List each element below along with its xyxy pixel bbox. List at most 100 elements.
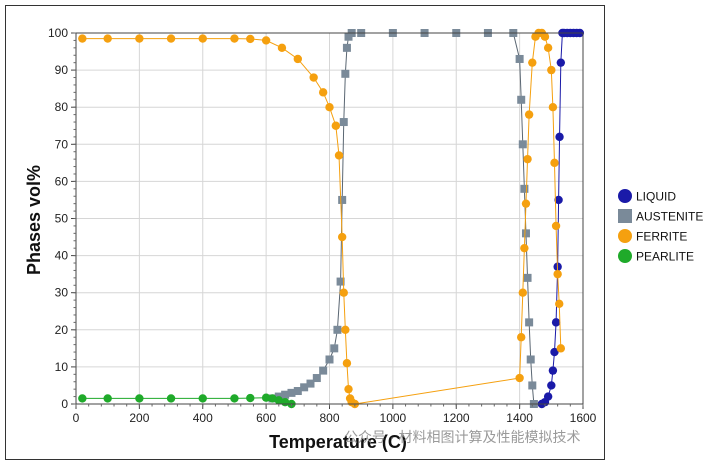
- chart-frame: 0 200 400 600 800 1000 1200 1400 1600 0 10 20 30 40 50…: [5, 5, 605, 460]
- gridlines: [76, 33, 583, 404]
- y-tick-label: 40: [55, 249, 69, 263]
- ferrite-point: [553, 269, 562, 279]
- austenite-point: [306, 379, 315, 388]
- liquid-point: [548, 366, 558, 375]
- y-tick-label: 0: [61, 397, 68, 411]
- legend-marker-pearlite: [618, 249, 632, 263]
- liquid-point: [555, 132, 564, 142]
- pearlite-point: [135, 394, 144, 403]
- ferrite-point: [551, 221, 561, 231]
- austenite-point: [325, 355, 334, 364]
- axes: 0 200 400 600 800 1000 1200 1400 1600 0 10 20 30 40 50…: [48, 26, 597, 425]
- ferrite-point: [518, 288, 527, 297]
- x-tick-label: 200: [129, 411, 149, 425]
- ferrite-point: [524, 110, 534, 119]
- x-tick-label: 1400: [506, 411, 533, 425]
- pearlite-point: [261, 393, 271, 402]
- chart-svg: 0 200 400 600 800 1000 1200 1400 1600 0 10 20 30 40 50…: [24, 26, 597, 452]
- legend-label-ferrite: FERRITE: [636, 230, 687, 244]
- ferrite-point: [543, 43, 553, 53]
- ferrite-point: [309, 73, 318, 82]
- austenite-point: [338, 195, 347, 204]
- x-tick-label: 800: [319, 411, 339, 425]
- legend-marker-austenite: [618, 209, 632, 223]
- y-tick-label: 60: [55, 174, 69, 188]
- ferrite-point: [135, 34, 144, 43]
- austenite-point: [521, 229, 530, 238]
- ferrite-point: [339, 288, 348, 297]
- liquid-point: [551, 318, 561, 327]
- x-tick-label: 0: [73, 411, 80, 425]
- plot-series: [78, 28, 585, 409]
- ferrite-point: [261, 36, 271, 45]
- ferrite-point: [344, 384, 353, 394]
- x-tick-label: 400: [193, 411, 213, 425]
- ferrite-point: [517, 333, 526, 342]
- y-tick-label: 30: [55, 286, 69, 300]
- y-tick-label: 20: [55, 323, 69, 337]
- legend-label-pearlite: PEARLITE: [636, 250, 694, 264]
- austenite-point: [287, 388, 296, 397]
- austenite-point: [336, 277, 345, 286]
- y-tick-label: 100: [48, 26, 68, 40]
- liquid-point: [550, 347, 559, 357]
- austenite-point: [341, 69, 350, 78]
- austenite-point: [342, 43, 351, 52]
- austenite-point: [518, 140, 527, 149]
- austenite-point: [333, 325, 342, 334]
- ferrite-point: [293, 54, 303, 64]
- austenite-point: [525, 318, 534, 327]
- ferrite-point: [325, 103, 334, 112]
- ferrite-point: [528, 58, 537, 67]
- legend-label-austenite: AUSTENITE: [636, 210, 703, 224]
- liquid-point: [547, 381, 556, 390]
- y-tick-label: 50: [55, 212, 69, 226]
- pearlite-point: [246, 393, 255, 403]
- legend: LIQUID AUSTENITE FERRITE PEARLITE: [618, 189, 703, 264]
- ferrite-point: [246, 34, 255, 44]
- y-tick-label: 70: [55, 137, 69, 151]
- ferrite-point: [166, 34, 176, 43]
- pearlite-point: [274, 396, 283, 405]
- ferrite-point: [318, 88, 328, 97]
- watermark-text: 公众号 · 材料相图计算及性能模拟技术: [344, 429, 580, 445]
- ferrite-point: [337, 232, 347, 242]
- austenite-point: [520, 184, 529, 193]
- x-axis-title: Temperature (C): [269, 432, 407, 452]
- austenite-point: [319, 366, 328, 375]
- y-tick-label: 90: [55, 63, 69, 77]
- austenite-point: [515, 54, 524, 63]
- austenite-point: [523, 273, 532, 282]
- legend-label-liquid: LIQUID: [636, 190, 676, 204]
- ferrite-point: [198, 34, 207, 43]
- pearlite-point: [103, 394, 112, 403]
- liquid-point: [543, 392, 553, 401]
- austenite-point: [339, 118, 348, 127]
- x-tick-label: 600: [256, 411, 276, 425]
- austenite-point: [330, 344, 339, 353]
- x-tick-label: 1000: [380, 411, 407, 425]
- ferrite-point: [78, 34, 87, 43]
- pearlite-point: [198, 394, 207, 403]
- austenite-point: [312, 374, 321, 383]
- liquid-point: [556, 58, 566, 67]
- ferrite-point: [230, 34, 239, 43]
- y-axis-title: Phases vol%: [24, 165, 44, 275]
- ferrite-point: [521, 199, 531, 208]
- series-pearlite: [78, 393, 296, 409]
- ferrite-point: [520, 243, 529, 253]
- ferrite-point: [523, 154, 532, 164]
- liquid-point: [554, 195, 563, 205]
- y-tick-label: 80: [55, 100, 69, 114]
- ferrite-point: [540, 32, 550, 41]
- ferrite-point: [547, 65, 556, 75]
- austenite-point: [293, 387, 302, 396]
- ferrite-point: [331, 121, 341, 130]
- ferrite-point: [515, 373, 524, 383]
- pearlite-point: [78, 394, 87, 403]
- austenite-point: [528, 381, 537, 390]
- legend-marker-liquid: [618, 189, 632, 203]
- x-tick-label: 1600: [570, 411, 597, 425]
- austenite-point: [300, 383, 309, 392]
- legend-marker-ferrite: [618, 229, 632, 243]
